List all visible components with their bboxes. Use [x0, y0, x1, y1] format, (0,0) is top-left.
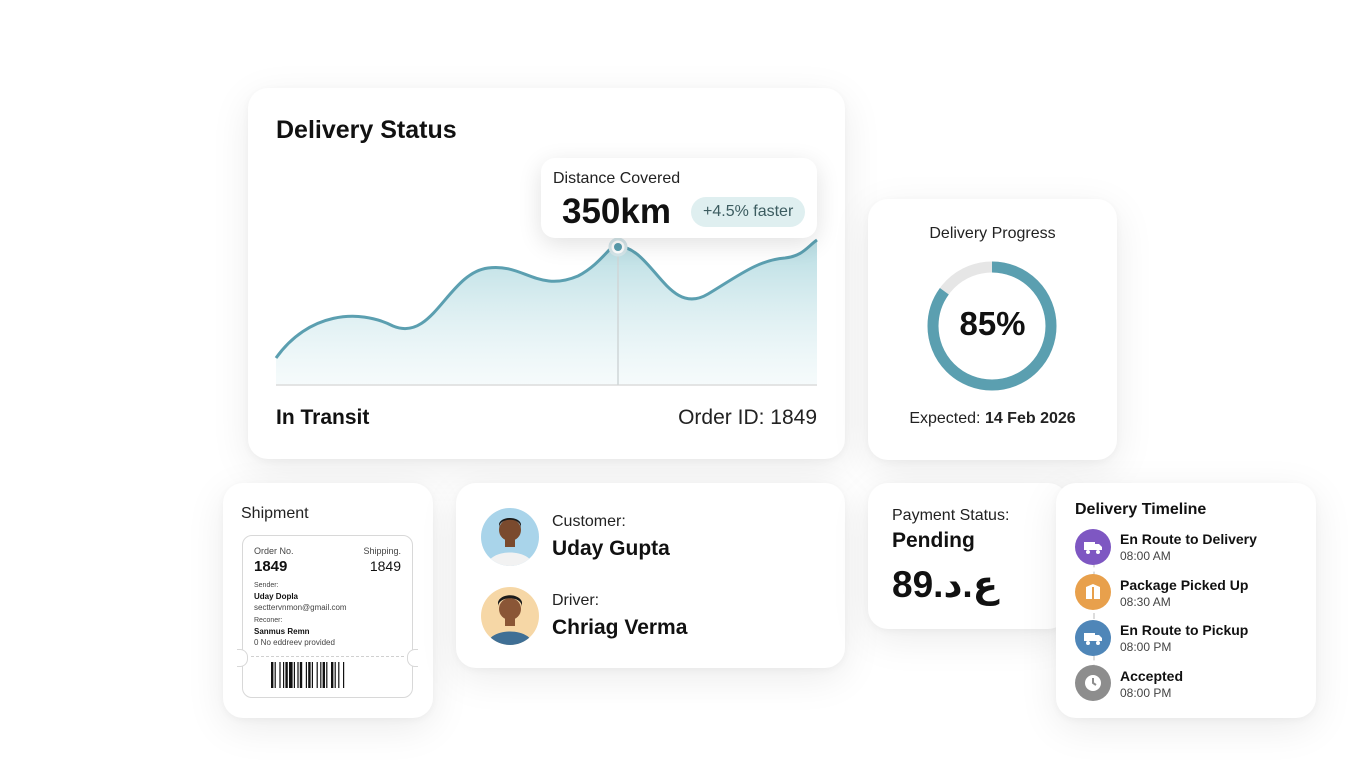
timeline-title: Delivery Timeline: [1075, 501, 1207, 518]
progress-title: Delivery Progress: [929, 225, 1056, 242]
barcode-bar: [326, 662, 328, 688]
barcode: [271, 662, 345, 688]
timeline-item-time: 08:00 PM: [1120, 640, 1172, 654]
truck-icon: [1075, 529, 1111, 565]
payment-status-label: Payment Status:: [892, 507, 1010, 524]
barcode-bar: [299, 662, 303, 688]
sender-email: secttervnmon@gmail.com: [254, 603, 347, 612]
tooltip-value: 350km: [562, 192, 671, 231]
people-card: Customer: Uday Gupta Driver: Chriag Verm…: [456, 483, 845, 668]
progress-ring: [927, 261, 1057, 391]
receiver-name: Sanmus Remn: [254, 627, 310, 636]
shipment-title: Shipment: [241, 505, 309, 522]
payment-amount: 89.ع.د: [892, 564, 998, 605]
expected-label: Expected:: [909, 410, 981, 427]
sender-label: Sender:: [254, 582, 279, 589]
delivery-timeline-card: Delivery Timeline En Route to Delivery 0…: [1056, 483, 1316, 718]
timeline-item-time: 08:00 AM: [1120, 549, 1171, 563]
driver-avatar: [481, 587, 539, 645]
speed-badge: +4.5% faster: [691, 197, 806, 227]
sender-name: Uday Dopla: [254, 592, 299, 601]
chart-area-fill: [276, 240, 817, 385]
chart-line: [274, 238, 818, 359]
distance-area-chart: [274, 237, 818, 386]
shipment-card: Shipment Order No. 1849 Shipping. 1849 S…: [223, 483, 433, 718]
order-id: Order ID: 1849: [678, 406, 817, 429]
customer-label: Customer:: [552, 513, 626, 530]
barcode-bar: [316, 662, 318, 688]
payment-status-value: Pending: [892, 529, 975, 552]
barcode-bar: [271, 662, 274, 688]
order-no-label: Order No.: [254, 546, 294, 556]
barcode-bar: [297, 662, 299, 688]
delivery-state: In Transit: [276, 406, 370, 429]
barcode-bar: [293, 662, 295, 688]
barcode-bar: [274, 662, 276, 688]
barcode-bar: [334, 662, 336, 688]
order-no-value: 1849: [254, 558, 288, 575]
shipping-label: Shipping.: [363, 546, 401, 556]
expected-date: 14 Feb 2026: [984, 410, 1076, 427]
payment-card: Payment Status: Pending 89.ع.د: [868, 483, 1068, 629]
customer-name: Uday Gupta: [552, 537, 670, 560]
chart-cursor-point-center: [614, 243, 622, 251]
tooltip-label: Distance Covered: [553, 170, 681, 187]
receiver-address: 0 No eddreev provided: [254, 638, 335, 647]
barcode-bar: [308, 662, 311, 688]
barcode-bar: [283, 662, 285, 688]
shipping-value: 1849: [369, 558, 401, 574]
timeline-item-label: En Route to Pickup: [1120, 622, 1249, 638]
barcode-bar: [322, 662, 325, 688]
barcode-bar: [285, 662, 288, 688]
delivery-status-title: Delivery Status: [276, 116, 457, 144]
barcode-bar: [311, 662, 313, 688]
truck-icon: [1075, 620, 1111, 656]
ticket-divider: [251, 656, 404, 657]
delivery-status-card: Delivery Status Distance Covered 350km +…: [248, 88, 845, 459]
timeline-item-time: 08:30 AM: [1120, 595, 1171, 609]
barcode-bar: [343, 662, 345, 688]
customer-avatar: [481, 508, 539, 566]
timeline-item-label: Package Picked Up: [1120, 577, 1249, 593]
package-icon: [1075, 574, 1111, 610]
barcode-bar: [279, 662, 281, 688]
barcode-bar: [289, 662, 293, 688]
ticket-notch-right: [407, 649, 418, 667]
driver-label: Driver:: [552, 592, 600, 609]
barcode-bar: [331, 662, 334, 688]
timeline-item-time: 08:00 PM: [1120, 686, 1172, 700]
timeline-item-label: En Route to Delivery: [1120, 531, 1257, 547]
progress-value: 85%: [959, 305, 1026, 342]
barcode-bar: [305, 662, 307, 688]
distance-tooltip: Distance Covered 350km +4.5% faster: [541, 158, 817, 238]
barcode-bar: [338, 662, 340, 688]
driver-name: Chriag Verma: [552, 616, 688, 639]
receiver-label: Reconer:: [254, 617, 283, 624]
shipment-label: Order No. 1849 Shipping. 1849 Sender: Ud…: [237, 535, 418, 698]
expected-date-line: Expected: 14 Feb 2026: [868, 410, 1117, 428]
timeline-connector: [1093, 551, 1095, 681]
barcode-bar: [320, 662, 322, 688]
clock-icon: [1075, 665, 1111, 701]
delivery-progress-card: Delivery Progress 85% Expected: 14 Feb 2…: [868, 199, 1117, 460]
progress-ring-fill: [927, 261, 1057, 391]
ticket-notch-left: [237, 649, 248, 667]
timeline-item-label: Accepted: [1120, 668, 1184, 684]
